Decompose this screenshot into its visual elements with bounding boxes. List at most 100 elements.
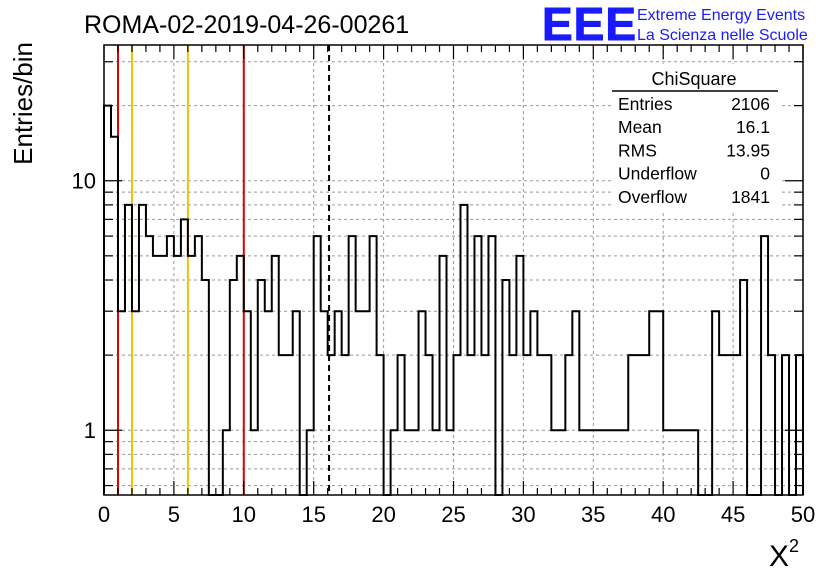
histogram-bin [447, 430, 454, 495]
histogram-bin [628, 355, 635, 495]
stats-label: Overflow [618, 187, 687, 207]
histogram-bin [614, 430, 621, 495]
histogram-bin [335, 311, 342, 495]
histogram-bin [132, 311, 139, 495]
y-tick-label: 10 [72, 169, 96, 194]
histogram-bin [118, 311, 125, 495]
histogram-bin [649, 311, 656, 495]
histogram-bin [258, 280, 265, 495]
x-tick-label: 40 [651, 502, 675, 527]
histogram-bin [684, 430, 691, 495]
histogram-bin [202, 280, 209, 495]
histogram-bin [565, 355, 572, 495]
x-tick-label: 50 [791, 502, 815, 527]
histogram-bin [153, 256, 160, 495]
x-tick-label: 20 [371, 502, 395, 527]
histogram-bin [307, 430, 314, 495]
histogram-bin [195, 236, 202, 495]
histogram-bin [181, 219, 188, 495]
histogram-bin [516, 256, 523, 495]
histogram-bin [244, 311, 251, 495]
x-tick-label: 5 [168, 502, 180, 527]
histogram-bin [474, 236, 481, 495]
histogram-bin [782, 355, 789, 495]
histogram-bin [405, 430, 412, 495]
histogram-bin [579, 430, 586, 495]
histogram-bin [188, 256, 195, 495]
histogram-bin [719, 355, 726, 495]
histogram-bin [642, 355, 649, 495]
histogram-bin [530, 311, 537, 495]
x-tick-label: 0 [98, 502, 110, 527]
histogram-bin [426, 355, 433, 495]
histogram-bin [321, 311, 328, 495]
histogram-bin [467, 355, 474, 495]
histogram-bin [502, 280, 509, 495]
histogram-bin [621, 430, 628, 495]
histogram-bin [391, 430, 398, 495]
stats-value: 16.1 [736, 117, 770, 137]
histogram-bin [726, 355, 733, 495]
histogram-bin [607, 430, 614, 495]
stats-label: Mean [618, 117, 662, 137]
x-tick-label: 15 [301, 502, 325, 527]
histogram-bin [733, 355, 740, 495]
histogram-bin [677, 430, 684, 495]
stats-value: 2106 [731, 94, 770, 114]
histogram-bin [356, 311, 363, 495]
y-axis-label: Entries/bin [8, 42, 38, 165]
histogram-bin [544, 355, 551, 495]
histogram-bin [712, 311, 719, 495]
eee-logo-text: EEE [542, 0, 637, 50]
x-tick-label: 25 [441, 502, 465, 527]
x-tick-label: 35 [581, 502, 605, 527]
histogram-bin [237, 256, 244, 495]
histogram-bin [523, 355, 530, 495]
stats-label: RMS [618, 140, 657, 160]
histogram-bin [139, 205, 146, 495]
histogram-bin [349, 236, 356, 495]
histogram-bin [740, 280, 747, 495]
eee-logo-line2: La Scienza nelle Scuole [637, 27, 808, 44]
histogram-bin [160, 256, 167, 495]
histogram-bin [370, 236, 377, 495]
histogram-bin [440, 256, 447, 495]
histogram-bin [174, 256, 181, 495]
eee-logo-line1: Extreme Energy Events [637, 7, 805, 24]
x-axis-label-sup: 2 [789, 536, 799, 556]
histogram-bin [272, 256, 279, 495]
stats-label: Underflow [618, 164, 697, 184]
x-tick-label: 45 [721, 502, 745, 527]
stats-box-title: ChiSquare [651, 69, 736, 89]
histogram-bin [433, 430, 440, 495]
histogram-bin [586, 430, 593, 495]
histogram-bin [593, 430, 600, 495]
histogram-bin [796, 355, 803, 495]
histogram-line [103, 104, 804, 496]
histogram-bin [460, 205, 467, 495]
histogram-bin [635, 355, 642, 495]
histogram-bin [125, 205, 132, 495]
histogram-bin [488, 236, 495, 495]
histogram-bin [279, 355, 286, 495]
stats-value: 1841 [731, 187, 770, 207]
histogram-bin [146, 236, 153, 495]
histogram-bin [342, 355, 349, 495]
stats-label: Entries [618, 94, 673, 114]
histogram-bin [251, 430, 258, 495]
histogram-bin [691, 430, 698, 495]
stats-value: 0 [760, 164, 770, 184]
x-tick-label: 10 [232, 502, 256, 527]
histogram-bin [419, 311, 426, 495]
stats-value: 13.95 [726, 140, 770, 160]
histogram [103, 104, 804, 496]
y-tick-label: 1 [84, 418, 96, 443]
histogram-bin [286, 355, 293, 495]
histogram-bin [572, 311, 579, 495]
run-title: ROMA-02-2019-04-26-00261 [84, 11, 409, 39]
histogram-bin [551, 430, 558, 495]
axes: 0 5 10 15 20 25 30 35 40 45 50 1 10 [72, 44, 815, 527]
histogram-bin [265, 311, 272, 495]
histogram-bin [363, 311, 370, 495]
